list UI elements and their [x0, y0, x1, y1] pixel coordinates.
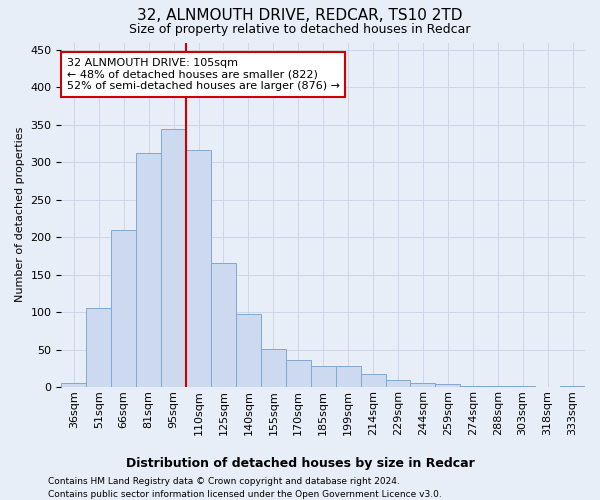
Text: Distribution of detached houses by size in Redcar: Distribution of detached houses by size …	[125, 458, 475, 470]
Text: 32 ALNMOUTH DRIVE: 105sqm
← 48% of detached houses are smaller (822)
52% of semi: 32 ALNMOUTH DRIVE: 105sqm ← 48% of detac…	[67, 58, 340, 91]
Bar	[211, 264, 236, 387]
Text: Size of property relative to detached houses in Redcar: Size of property relative to detached ho…	[129, 22, 471, 36]
Bar	[335, 366, 361, 387]
Bar	[111, 230, 136, 387]
Bar	[410, 384, 436, 387]
Bar	[510, 386, 535, 387]
Text: Contains public sector information licensed under the Open Government Licence v3: Contains public sector information licen…	[48, 490, 442, 499]
Bar	[460, 386, 485, 387]
Bar	[386, 380, 410, 387]
Bar	[186, 150, 211, 387]
Text: Contains HM Land Registry data © Crown copyright and database right 2024.: Contains HM Land Registry data © Crown c…	[48, 478, 400, 486]
Bar	[236, 314, 261, 387]
Bar	[311, 366, 335, 387]
Bar	[361, 374, 386, 387]
Bar	[261, 349, 286, 387]
Bar	[286, 360, 311, 387]
Text: 32, ALNMOUTH DRIVE, REDCAR, TS10 2TD: 32, ALNMOUTH DRIVE, REDCAR, TS10 2TD	[137, 8, 463, 22]
Bar	[61, 384, 86, 387]
Bar	[485, 386, 510, 387]
Bar	[136, 152, 161, 387]
Y-axis label: Number of detached properties: Number of detached properties	[15, 127, 25, 302]
Bar	[161, 130, 186, 387]
Bar	[560, 386, 585, 387]
Bar	[86, 308, 111, 387]
Bar	[436, 384, 460, 387]
